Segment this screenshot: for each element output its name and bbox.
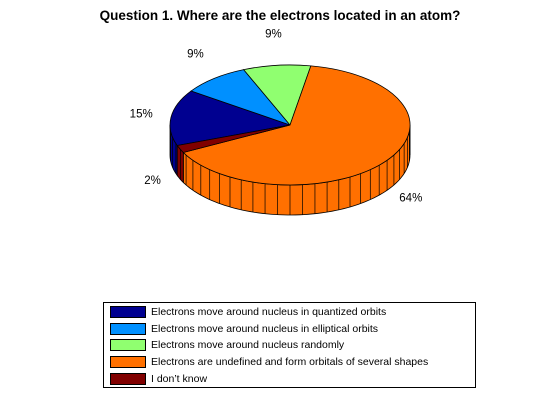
pie-value-label: 64%: [399, 193, 422, 205]
pie-value-labels: 15% 9% 9% 64% 2%: [130, 29, 423, 205]
legend-item: Electrons are undefined and form orbital…: [110, 354, 475, 371]
legend-swatch: [110, 306, 146, 319]
pie-side-walls: [169, 124, 411, 216]
legend-label: Electrons are undefined and form orbital…: [151, 356, 429, 369]
legend-item: Electrons move around nucleus randomly: [110, 337, 475, 354]
legend: Electrons move around nucleus in quantiz…: [103, 302, 476, 388]
pie-slice: [176, 124, 291, 153]
legend-label: Electrons move around nucleus in quantiz…: [151, 306, 387, 319]
pie-value-label: 9%: [265, 29, 282, 41]
legend-label: Electrons move around nucleus randomly: [151, 339, 345, 352]
legend-swatch: [110, 322, 146, 335]
pie-value-label: 9%: [187, 49, 204, 61]
pie-value-label: 2%: [144, 175, 161, 187]
pie-value-label: 15%: [130, 108, 153, 120]
chart-title: Question 1. Where are the electrons loca…: [99, 8, 461, 23]
pie-side-hatching: [170, 125, 411, 215]
pie-chart: 15% 9% 9% 64% 2%: [130, 29, 423, 216]
pie-slice: [182, 65, 411, 186]
legend-item: I don’t know: [110, 370, 475, 387]
legend-item: Electrons move around nucleus in ellipti…: [110, 321, 475, 338]
legend-swatch: [110, 372, 146, 385]
legend-label: Electrons move around nucleus in ellipti…: [151, 322, 379, 335]
pie-slice: [169, 90, 292, 146]
legend-swatch: [110, 339, 146, 352]
legend-item: Electrons move around nucleus in quantiz…: [110, 304, 475, 321]
pie-slices: [169, 64, 411, 186]
legend-swatch: [110, 356, 146, 369]
legend-label: I don’t know: [151, 372, 208, 385]
